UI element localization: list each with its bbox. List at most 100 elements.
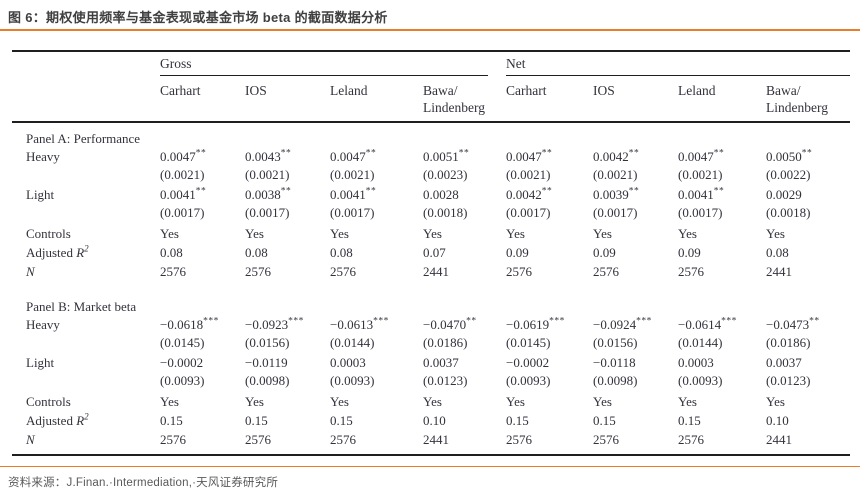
std-error: (0.0023)	[423, 167, 468, 182]
value-cell: Yes	[330, 394, 349, 409]
std-error: (0.0021)	[245, 167, 290, 182]
value-cell: Yes	[506, 394, 525, 409]
value-cell: −0.0619*** (0.0145)	[506, 316, 593, 354]
std-error: (0.0017)	[506, 205, 551, 220]
row-label: Controls	[26, 226, 71, 241]
title-divider	[0, 29, 860, 31]
std-error: (0.0021)	[593, 167, 638, 182]
value-cell: 0.0028 (0.0018)	[423, 186, 506, 224]
value-cell: 2576	[506, 264, 533, 279]
table-body: Panel A: Performance Heavy 0.0047** (0.0021…	[12, 122, 850, 455]
std-error: (0.0022)	[766, 167, 811, 182]
value-cell: 0.0003 (0.0093)	[678, 354, 766, 392]
coef-value: −0.0473**	[766, 316, 820, 332]
row-label: Heavy	[26, 317, 60, 332]
row-label: N	[26, 264, 35, 279]
value-cell: Yes	[593, 226, 612, 241]
table-row: Adjusted R2 0.08 0.08 0.08 0.07 0.09 0.09 0.09 0…	[12, 243, 850, 262]
source-label: 资料来源：	[8, 477, 67, 489]
value-cell: 0.07	[423, 245, 446, 260]
std-error: (0.0186)	[766, 335, 811, 350]
column-header: IOS	[245, 76, 330, 123]
value-cell: 0.15	[245, 413, 268, 428]
value-cell: 0.0029 (0.0018)	[766, 186, 850, 224]
coef-value: 0.0051**	[423, 148, 470, 164]
std-error: (0.0021)	[506, 167, 551, 182]
table-row: Controls Yes Yes Yes Yes Yes Yes Yes Yes	[12, 224, 850, 243]
row-label: Light	[26, 187, 55, 202]
value-cell: 2576	[330, 264, 356, 279]
value-cell: 2441	[423, 432, 449, 447]
value-cell: 0.0047** (0.0021)	[506, 148, 593, 186]
value-cell: 0.09	[593, 245, 616, 260]
std-error: (0.0145)	[506, 335, 551, 350]
results-table: Gross Net Carhart IOS Leland Bawa/ Lindenberg…	[12, 50, 851, 456]
column-header: Bawa/ Lindenberg	[766, 76, 851, 123]
value-cell: −0.0002 (0.0093)	[160, 354, 245, 392]
coef-value: 0.0047**	[160, 148, 207, 164]
coef-value: 0.0047**	[506, 148, 553, 164]
value-cell: 0.09	[678, 245, 701, 260]
value-cell: −0.0924*** (0.0156)	[593, 316, 678, 354]
value-cell: 0.0047** (0.0021)	[678, 148, 766, 186]
footer-divider	[0, 466, 860, 467]
value-cell: 0.0051** (0.0023)	[423, 148, 506, 186]
value-cell: 2576	[330, 432, 356, 447]
value-cell: 2576	[245, 432, 271, 447]
value-cell: 0.08	[245, 245, 268, 260]
std-error: (0.0018)	[766, 205, 811, 220]
value-cell: 0.0042** (0.0021)	[593, 148, 678, 186]
coef-value: 0.0037	[423, 355, 459, 370]
coef-value: −0.0613***	[330, 316, 389, 332]
value-cell: 2441	[423, 264, 449, 279]
coef-value: 0.0003	[330, 355, 366, 370]
value-cell: 0.08	[160, 245, 183, 260]
std-error: (0.0021)	[160, 167, 205, 182]
table-row: N 2576 2576 2576 2441 2576 2576 2576 2441	[12, 430, 850, 455]
table-corner	[12, 51, 160, 76]
table-head: Gross Net Carhart IOS Leland Bawa/ Lindenberg…	[12, 51, 851, 123]
column-header: Carhart	[160, 76, 245, 123]
row-label: N	[26, 432, 35, 447]
value-cell: Yes	[593, 394, 612, 409]
value-cell: 0.0042** (0.0017)	[506, 186, 593, 224]
std-error: (0.0017)	[593, 205, 638, 220]
coef-value: 0.0047**	[330, 148, 377, 164]
value-cell: −0.0470** (0.0186)	[423, 316, 506, 354]
value-cell: Yes	[160, 226, 179, 241]
column-header: Leland	[678, 76, 767, 123]
value-cell: 0.0003 (0.0093)	[330, 354, 423, 392]
value-cell: Yes	[160, 394, 179, 409]
coef-value: 0.0028	[423, 187, 459, 202]
value-cell: 0.15	[506, 413, 529, 428]
value-cell: 0.08	[766, 245, 789, 260]
value-cell: 2441	[766, 264, 793, 279]
value-cell: 0.15	[678, 413, 701, 428]
value-cell: 0.15	[593, 413, 616, 428]
value-cell: Yes	[678, 226, 697, 241]
source-note: 资料来源：J.Finan.·Intermediation,·天风证券研究所	[8, 474, 860, 490]
std-error: (0.0098)	[245, 373, 290, 388]
coef-value: −0.0118	[593, 355, 636, 370]
std-error: (0.0093)	[506, 373, 551, 388]
coef-value: −0.0618***	[160, 316, 219, 332]
std-error: (0.0018)	[423, 205, 468, 220]
row-label: Controls	[26, 394, 71, 409]
value-cell: Yes	[245, 394, 264, 409]
std-error: (0.0123)	[423, 373, 468, 388]
value-cell: 2441	[766, 432, 793, 447]
table-corner	[12, 76, 160, 123]
value-cell: −0.0613*** (0.0144)	[330, 316, 423, 354]
value-cell: 0.0038** (0.0017)	[245, 186, 330, 224]
value-cell: 0.10	[423, 413, 446, 428]
coef-value: −0.0924***	[593, 316, 652, 332]
group-header-label: Gross	[160, 52, 489, 76]
coef-value: 0.0041**	[330, 186, 377, 202]
std-error: (0.0093)	[330, 373, 375, 388]
value-cell: 2576	[506, 432, 533, 447]
value-cell: 0.08	[330, 245, 353, 260]
std-error: (0.0017)	[678, 205, 723, 220]
value-cell: 0.15	[330, 413, 353, 428]
std-error: (0.0145)	[160, 335, 205, 350]
source-text: J.Finan.·Intermediation,·天风证券研究所	[66, 477, 279, 489]
